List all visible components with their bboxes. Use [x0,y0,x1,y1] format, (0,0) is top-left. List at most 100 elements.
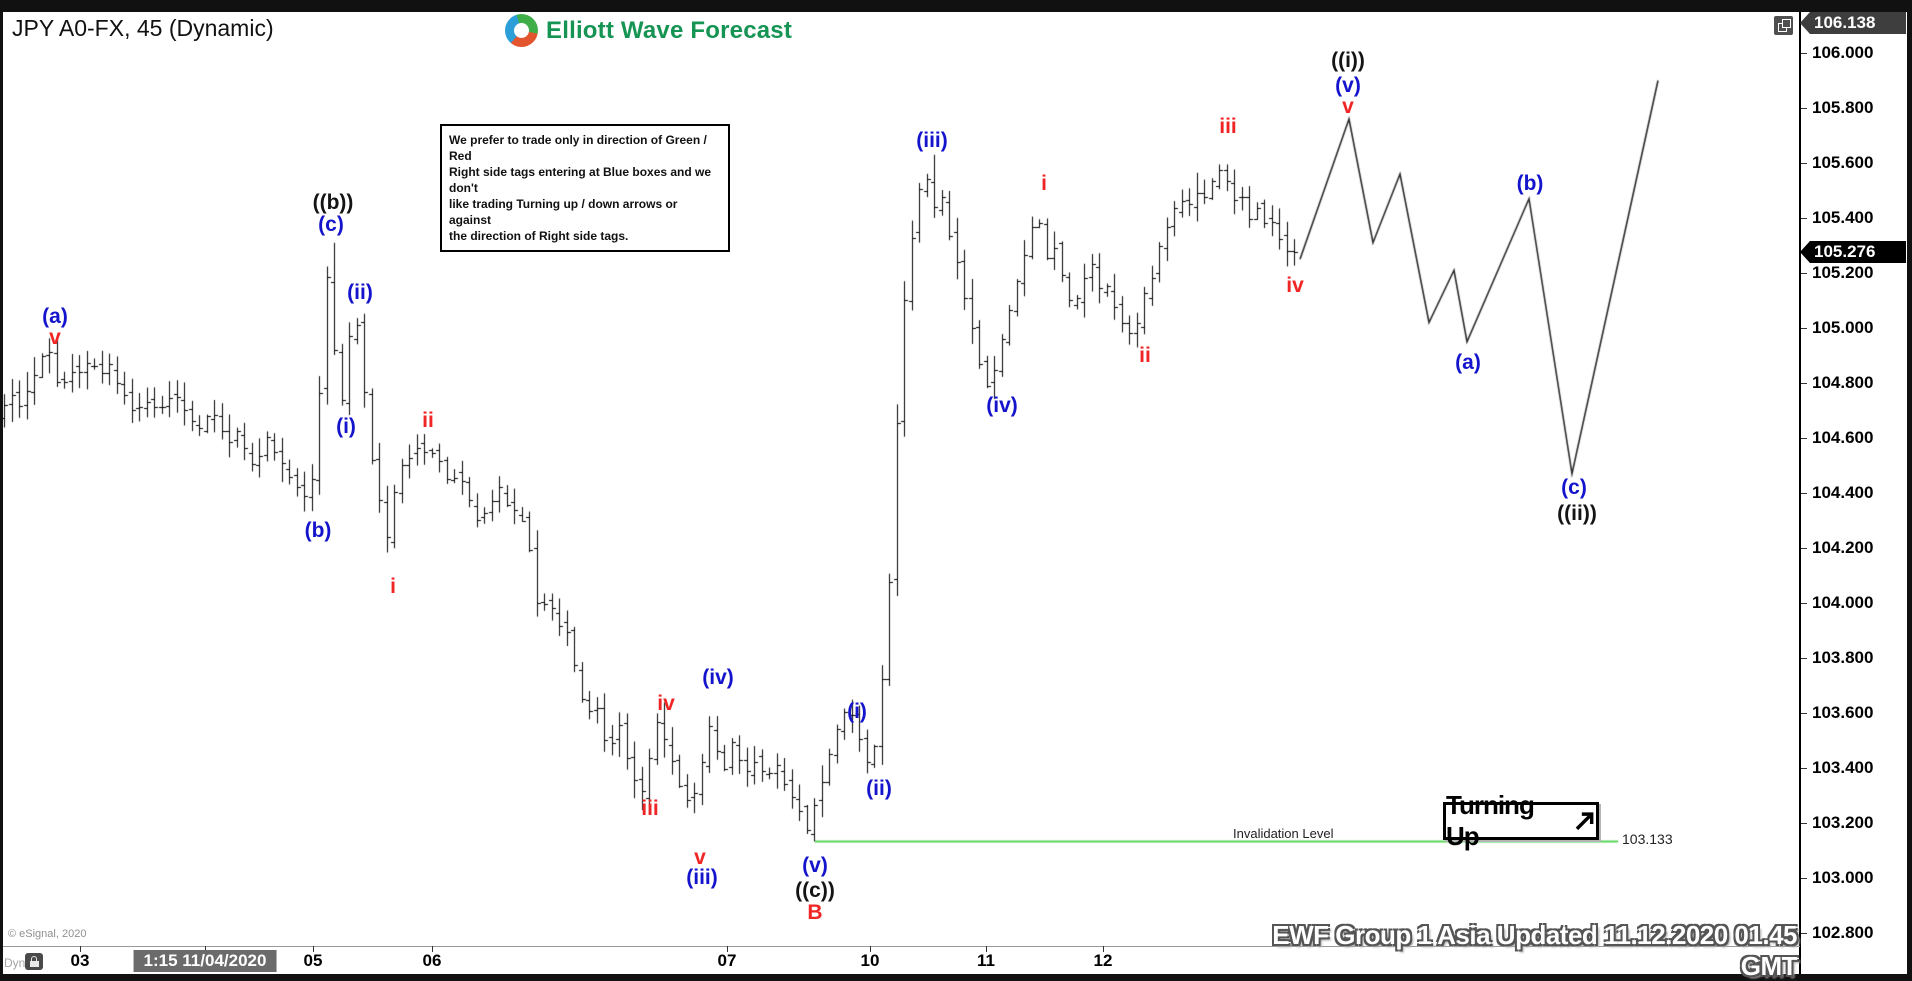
crosshair-date-label: 1:15 11/04/2020 [133,950,277,972]
wave-label: iii [641,797,659,820]
invalidation-level-label: Invalidation Level [1233,826,1334,841]
price-tick-mark [1801,438,1807,439]
invalidation-level-value: 103.133 [1622,831,1673,847]
wave-label: ii [1139,344,1151,367]
date-tick-label: 06 [422,951,442,970]
turning-up-label: Turning Up [1446,790,1535,851]
date-tick-label: 07 [717,951,737,970]
wave-label: i [1041,172,1047,195]
price-tick-mark [1801,768,1807,769]
date-tick-mark [205,946,206,952]
date-tick-mark [727,946,728,952]
wave-label: v [1342,95,1354,118]
wave-label: i [390,575,396,598]
wave-label: (iv) [986,394,1018,417]
window-top-bar [0,0,1912,12]
price-tick-mark [1801,493,1807,494]
date-tick-label: 05 [303,951,323,970]
price-tick-label: 104.400 [1812,483,1874,502]
lock-icon[interactable] [25,953,43,970]
wave-label: ((ii)) [1557,502,1597,525]
symbol-title: JPY A0-FX, 45 (Dynamic) [12,15,274,41]
price-tick-mark [1801,933,1807,934]
date-tick-label: 10 [860,951,880,970]
wave-label: (b) [1516,172,1544,195]
wave-label: iv [1286,274,1304,297]
date-tick-mark [986,946,987,952]
wave-label: (c) [1561,476,1587,499]
disclaimer-box: We prefer to trade only in direction of … [440,124,730,252]
price-tick-label: 104.000 [1812,593,1874,612]
disclaimer-line: Right side tags entering at Blue boxes a… [449,165,712,195]
disclaimer-line: We prefer to trade only in direction of … [449,133,707,163]
date-tick-mark [1103,946,1104,952]
price-tick-label: 104.200 [1812,538,1874,557]
date-tick-label: 03 [70,951,90,970]
window-left-edge [0,0,3,981]
price-tick-mark [1801,603,1807,604]
restore-window-icon[interactable] [1774,16,1793,35]
arrow-up-right-icon [1576,812,1594,831]
price-tick-label: 105.400 [1812,208,1874,227]
disclaimer-line: the direction of Right side tags. [449,229,629,243]
price-tick-label: 102.800 [1812,923,1874,942]
price-tick-label: 105.600 [1812,153,1874,172]
price-tick-label: 104.600 [1812,428,1874,447]
wave-label: (iv) [702,666,734,689]
turning-up-badge: Turning Up [1443,790,1599,851]
price-tick-label: 105.200 [1812,263,1874,282]
wave-label: (a) [1455,351,1481,374]
date-tick-mark [870,946,871,952]
plot-bottom-line [3,946,1800,947]
date-tick-label: 12 [1093,951,1113,970]
price-tick-label: 104.800 [1812,373,1874,392]
analyst-credit: EWF Group 1 Asia Updated 11.12.2020 01.4… [1272,920,1797,981]
plot-right-border [1799,12,1801,974]
last-price-value: 105.276 [1814,242,1876,261]
price-tick-mark [1801,548,1807,549]
esignal-copyright: © eSignal, 2020 [8,928,87,940]
price-tick-label: 103.200 [1812,813,1874,832]
brand-logo-text: Elliott Wave Forecast [546,16,793,44]
wave-label: (c) [318,213,344,236]
price-tick-mark [1801,163,1807,164]
session-high-tag: 106.138 [1800,12,1906,34]
price-tick-label: 105.000 [1812,318,1874,337]
brand-logo: Elliott Wave Forecast [505,14,792,47]
window-right-edge [1907,0,1912,981]
wave-label: (a) [42,305,68,328]
price-tick-mark [1801,53,1807,54]
ewf-logo-icon [505,14,538,47]
wave-label: (ii) [866,777,892,800]
price-tick-label: 103.000 [1812,868,1874,887]
price-tick-label: 105.800 [1812,98,1874,117]
dynamic-mode-label: Dyn [4,956,26,970]
price-tick-mark [1801,878,1807,879]
price-tick-label: 103.400 [1812,758,1874,777]
price-tick-mark [1801,218,1807,219]
wave-label: (iii) [686,866,718,889]
wave-label: ii [422,409,434,432]
date-tick-mark [80,946,81,952]
wave-label: B [807,901,823,924]
wave-label: v [49,326,61,349]
session-high-value: 106.138 [1814,13,1876,32]
wave-label: (iii) [916,129,948,152]
window-bottom-edge [0,974,1912,981]
wave-label: (i) [847,700,867,723]
wave-label: (i) [336,415,356,438]
wave-label: ((c)) [795,879,835,902]
date-tick-label: 11 [977,951,995,970]
price-tick-mark [1801,328,1807,329]
price-tick-mark [1801,108,1807,109]
price-tick-mark [1801,383,1807,384]
wave-label: ((i)) [1331,49,1365,72]
price-chart-canvas[interactable] [3,12,1800,946]
date-tick-mark [432,946,433,952]
wave-label: v [694,846,706,869]
last-price-tag: 105.276 [1800,241,1906,263]
wave-label: iv [657,692,675,715]
price-tick-mark [1801,713,1807,714]
price-tick-label: 103.800 [1812,648,1874,667]
